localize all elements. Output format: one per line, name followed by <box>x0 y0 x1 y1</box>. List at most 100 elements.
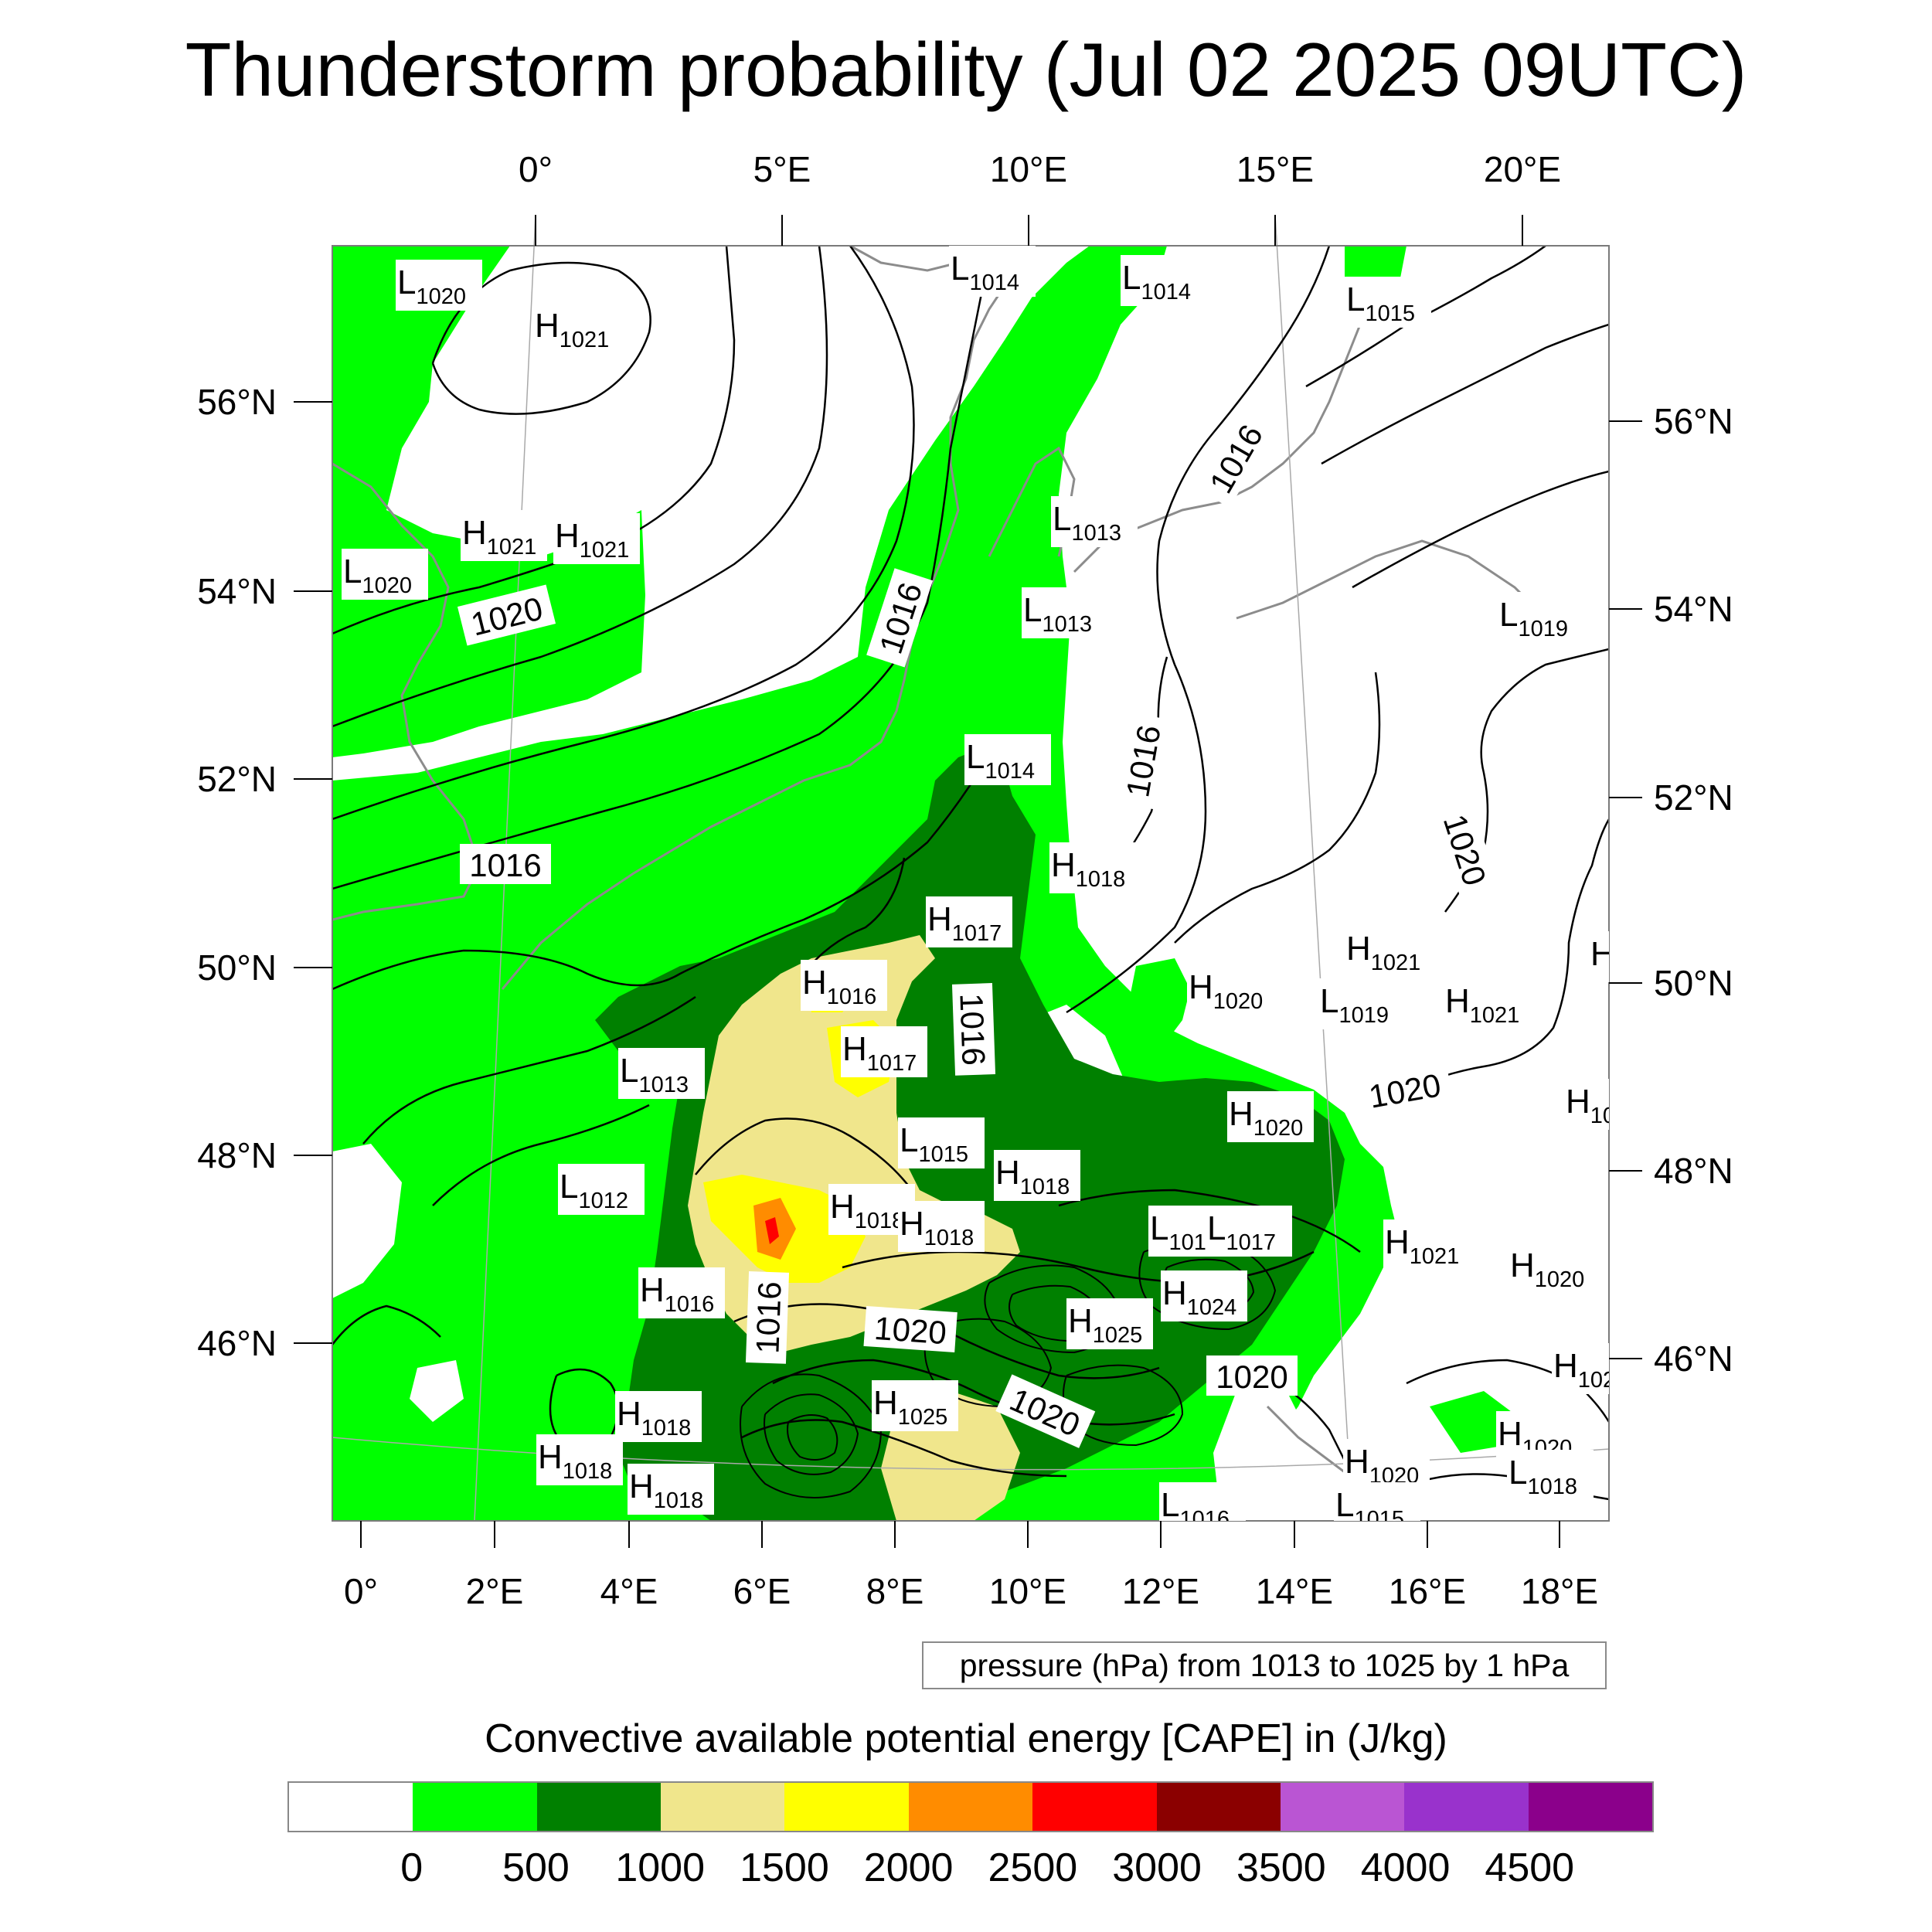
cape-region-0-500 <box>1430 1391 1515 1453</box>
colorbar-tick-label: 2500 <box>988 1845 1078 1890</box>
pressure-center-label-bg <box>1066 1298 1153 1349</box>
colorbar-tick-labels: 0 500 1000 1500 2000 2500 3000 3500 4000 4500 <box>0 1843 1932 1897</box>
pressure-center-value: 1021 <box>1410 1244 1460 1269</box>
pressure-center-label-bg <box>1159 1482 1246 1521</box>
isobar <box>1406 1359 1609 1423</box>
pressure-center-type: H <box>538 1438 563 1476</box>
isobar <box>1058 1189 1361 1253</box>
pressure-center-label-bg <box>1345 926 1431 977</box>
pressure-center-type: L <box>1346 281 1365 318</box>
pressure-center-value: 1015 <box>918 1142 968 1167</box>
isobar-value-label: 1016 <box>745 1271 790 1364</box>
pressure-center-label-bg <box>536 1434 623 1485</box>
isobar <box>764 1393 859 1475</box>
high-pressure-label: H1 <box>1590 935 1628 981</box>
pressure-center-value: 1021 <box>1371 951 1421 975</box>
colorbar-tick-label: 4500 <box>1485 1845 1575 1890</box>
pressure-center-value: 1013 <box>1042 612 1092 637</box>
pressure-center-label-bg <box>1227 1091 1314 1142</box>
left-lat-label: 54°N <box>197 571 277 611</box>
isobar <box>332 741 998 991</box>
isobar-value-label-bg <box>1114 713 1170 810</box>
low-pressure-label: L1018 <box>1509 1454 1577 1499</box>
isobar <box>803 857 906 975</box>
pressure-center-type: H <box>1566 1083 1590 1121</box>
low-pressure-label: L1012 <box>560 1168 628 1213</box>
pressure-center-type: H <box>1590 935 1615 973</box>
contour-info-box: pressure (hPa) from 1013 to 1025 by 1 hP… <box>922 1641 1607 1689</box>
pressure-center-type: L <box>1150 1209 1168 1247</box>
colorbar-title: Convective available potential energy [C… <box>485 1716 1447 1761</box>
pressure-center-label-bg <box>1498 592 1584 643</box>
high-pressure-label: H1020 <box>1229 1095 1303 1141</box>
pressure-center-type: L <box>1207 1209 1226 1247</box>
pressure-center-value: 1014 <box>985 759 1035 784</box>
cape-gap <box>332 1144 402 1298</box>
low-pressure-label: L1015 <box>1346 281 1415 326</box>
bottom-lon-label: 12°E <box>1122 1571 1199 1611</box>
pressure-center-value: 1021 <box>487 535 537 560</box>
pressure-center-type: H <box>1385 1223 1410 1261</box>
isobar <box>733 1303 1160 1379</box>
pressure-center-value: 1016 <box>665 1292 715 1317</box>
isobar-value-label: 1016 <box>951 983 996 1076</box>
left-lat-label: 50°N <box>197 947 277 988</box>
isobar-value-label-bg <box>866 568 934 668</box>
pressure-center-label-bg <box>949 246 1036 297</box>
isobar-value-label-bg <box>1356 1062 1454 1117</box>
isobar <box>332 1304 441 1345</box>
isobar <box>332 246 736 635</box>
pressure-center-type: L <box>900 1121 918 1159</box>
bottom-lon-label: 14°E <box>1256 1571 1333 1611</box>
isobar <box>1066 246 1331 1014</box>
pressure-center-label-bg <box>994 1150 1080 1201</box>
pressure-center-type: H <box>535 307 560 345</box>
right-lat-label: 46°N <box>1654 1338 1733 1379</box>
pressure-center-value: 1020 <box>1535 1267 1585 1292</box>
pressure-center-label-bg <box>628 1464 714 1515</box>
left-lat-label: 48°N <box>197 1135 277 1175</box>
colorbar-tick-label: 1000 <box>615 1845 706 1890</box>
high-pressure-label: H1018 <box>830 1188 904 1233</box>
left-lat-label: 52°N <box>197 759 277 799</box>
colorbar-swatch <box>413 1783 537 1831</box>
high-pressure-label: H1021 <box>462 514 536 560</box>
bottom-lon-label: 18°E <box>1521 1571 1598 1611</box>
pressure-center-value: 1018 <box>1527 1475 1577 1499</box>
pressure-center-value: 1020 <box>1213 989 1264 1014</box>
pressure-center-type: H <box>900 1205 924 1243</box>
high-pressure-label: H1020 <box>1510 1247 1584 1292</box>
axis-ticks <box>294 215 1642 1548</box>
pressure-center-value: 1018 <box>563 1459 613 1484</box>
isobar <box>772 1359 1175 1426</box>
high-pressure-label: H1025 <box>873 1384 947 1430</box>
colorbar-swatch <box>1280 1783 1405 1831</box>
right-lat-label: 50°N <box>1654 963 1733 1003</box>
isobar <box>1174 672 1381 944</box>
pressure-center-value: 1017 <box>952 921 1002 946</box>
isobar <box>362 995 696 1145</box>
pressure-center-value: 1019 <box>1518 617 1568 641</box>
colorbar-swatch <box>1528 1783 1652 1831</box>
high-pressure-label: H1018 <box>995 1154 1070 1199</box>
bottom-lon-label: 4°E <box>600 1571 658 1611</box>
pressure-center-type: L <box>560 1168 578 1206</box>
right-lat-label: 56°N <box>1654 401 1733 441</box>
pressure-center-value: 1013 <box>1071 521 1121 546</box>
pressure-center-value: 1025 <box>898 1405 948 1430</box>
high-pressure-label: H10 <box>1566 1083 1615 1128</box>
pressure-center-type: L <box>1499 596 1518 634</box>
pressure-center-type: L <box>951 250 969 287</box>
low-pressure-label: L1015 <box>1335 1486 1404 1532</box>
right-lat-label: 54°N <box>1654 589 1733 629</box>
isobar <box>1352 470 1609 589</box>
pressure-center-label-bg <box>1022 587 1108 638</box>
colorbar-tick-label: 500 <box>502 1845 570 1890</box>
pressure-center-value: 1021 <box>1470 1003 1520 1028</box>
pressure-center-value: 1014 <box>1141 280 1191 304</box>
pressure-center-value: 1015 <box>1365 301 1415 326</box>
pressure-center-value: 1014 <box>969 270 1019 295</box>
pressure-center-type: H <box>1189 968 1213 1006</box>
pressure-center-type: H <box>1445 982 1470 1020</box>
pressure-center-type: H <box>1162 1274 1187 1312</box>
